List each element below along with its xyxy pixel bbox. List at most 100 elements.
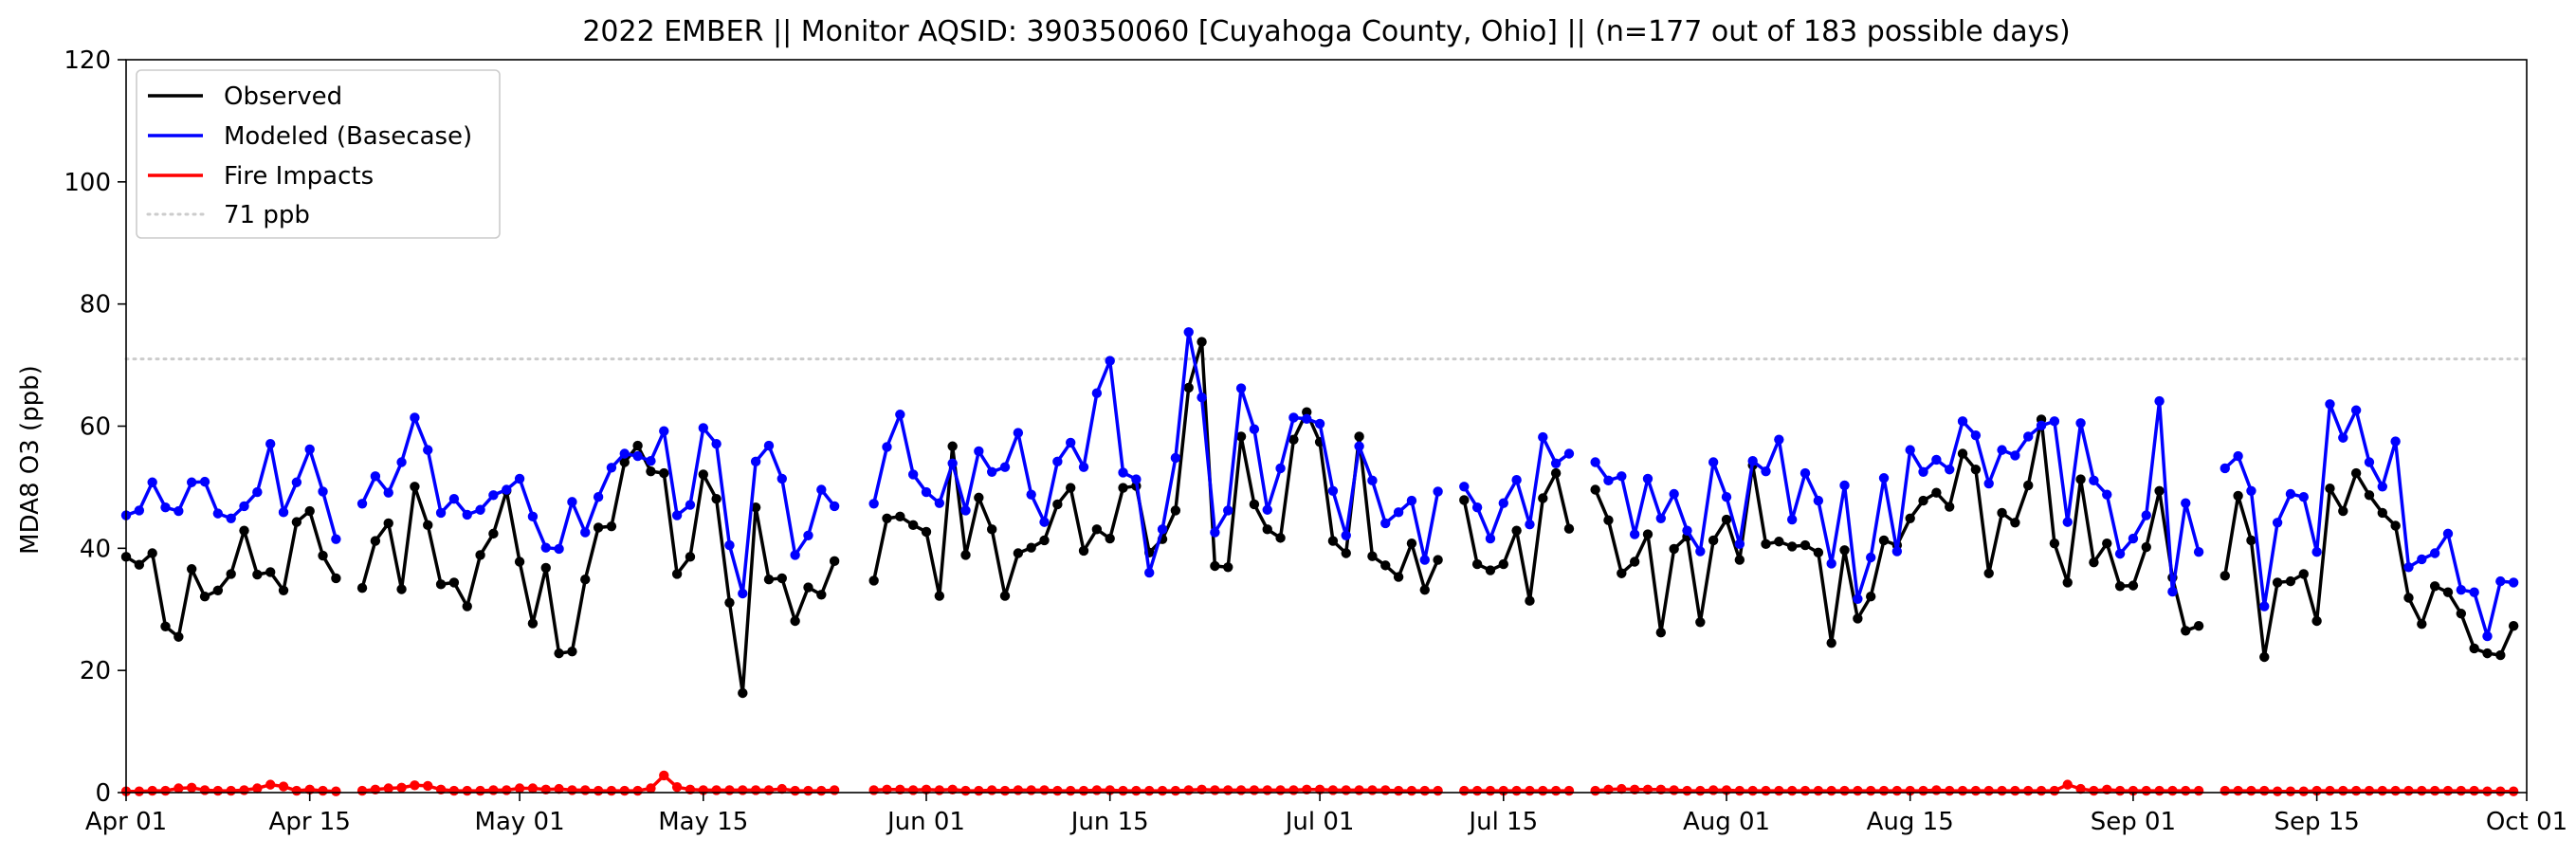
data-point-modeled-basecase (2469, 587, 2479, 597)
data-point-modeled-basecase (1617, 471, 1627, 482)
data-point-modeled-basecase (1118, 467, 1128, 478)
data-point-observed (1708, 535, 1719, 546)
data-point-observed (685, 552, 696, 562)
data-point-fire-impacts (803, 785, 813, 796)
data-point-observed (1563, 523, 1575, 534)
data-point-modeled-basecase (2325, 399, 2335, 410)
data-point-modeled-basecase (934, 498, 945, 508)
data-point-observed (1039, 535, 1050, 546)
series-line-observed (871, 339, 1440, 598)
data-point-observed (1800, 539, 1811, 551)
data-point-fire-impacts (226, 785, 236, 796)
data-point-modeled-basecase (1235, 383, 1247, 393)
data-point-modeled-basecase (2456, 584, 2467, 595)
data-point-observed (2114, 581, 2126, 592)
data-point-fire-impacts (1341, 785, 1351, 795)
data-point-observed (1026, 542, 1036, 553)
data-point-observed (829, 556, 840, 567)
x-axis: Apr 01 Apr 15 May 01 May 15 Jun 01 Jun 15 Jul … (85, 793, 2567, 836)
data-point-modeled-basecase (318, 486, 328, 497)
data-point-modeled-basecase (2272, 518, 2283, 528)
data-point-observed (738, 687, 748, 699)
data-point-observed (1170, 505, 1181, 516)
y-tick-label: 40 (80, 535, 111, 563)
data-point-modeled-basecase (1288, 412, 1299, 423)
data-point-fire-impacts (2154, 785, 2165, 796)
data-point-fire-impacts (1525, 785, 1535, 796)
data-point-modeled-basecase (1511, 474, 1522, 485)
data-point-fire-impacts (646, 783, 656, 794)
data-point-fire-impacts (1695, 785, 1706, 796)
data-point-observed (2482, 648, 2493, 659)
data-point-fire-impacts (724, 785, 735, 795)
data-point-modeled-basecase (711, 438, 722, 449)
data-point-modeled-basecase (1761, 466, 1771, 477)
data-point-modeled-basecase (199, 476, 210, 487)
data-point-observed (160, 621, 171, 631)
data-point-fire-impacts (790, 785, 800, 796)
data-point-fire-impacts (1485, 785, 1496, 796)
data-point-modeled-basecase (356, 499, 368, 509)
data-point-fire-impacts (2010, 785, 2020, 796)
data-point-fire-impacts (1747, 785, 1758, 796)
data-point-fire-impacts (1406, 785, 1417, 796)
data-point-observed (999, 591, 1011, 601)
data-point-modeled-basecase (1826, 558, 1836, 569)
data-point-modeled-basecase (1314, 418, 1325, 429)
data-point-observed (986, 524, 997, 535)
series-layer (120, 327, 2519, 796)
data-point-modeled-basecase (1970, 429, 1982, 441)
data-point-fire-impacts (2220, 785, 2230, 796)
data-point-modeled-basecase (1197, 392, 1207, 403)
series-observed (120, 337, 2519, 699)
data-point-modeled-basecase (1655, 513, 1667, 523)
data-point-observed (278, 585, 289, 595)
data-point-observed (1498, 558, 1508, 570)
data-point-fire-impacts (134, 786, 145, 796)
data-point-observed (2442, 587, 2454, 597)
data-point-fire-impacts (1774, 785, 1784, 796)
data-point-modeled-basecase (2089, 475, 2099, 486)
y-tick-label: 0 (95, 779, 111, 808)
data-point-modeled-basecase (540, 542, 551, 553)
data-point-fire-impacts (1066, 785, 1076, 796)
data-point-modeled-basecase (1734, 539, 1745, 550)
data-point-modeled-basecase (304, 444, 315, 455)
data-point-modeled-basecase (2298, 492, 2309, 502)
data-point-modeled-basecase (1997, 445, 2007, 455)
data-point-modeled-basecase (606, 463, 617, 473)
data-point-fire-impacts (1354, 785, 1364, 795)
series-line-modeled-basecase (124, 442, 338, 541)
data-point-observed (1459, 495, 1470, 505)
data-point-observed (1262, 524, 1272, 535)
data-point-observed (1786, 541, 1798, 552)
data-point-modeled-basecase (475, 504, 485, 515)
data-point-observed (671, 569, 683, 579)
data-point-fire-impacts (2469, 785, 2479, 796)
data-point-modeled-basecase (1105, 356, 1115, 366)
data-point-observed (174, 631, 184, 642)
data-point-observed (895, 511, 905, 522)
data-point-modeled-basecase (1721, 492, 1732, 502)
data-point-modeled-basecase (1406, 495, 1417, 506)
data-point-modeled-basecase (1013, 428, 1024, 438)
data-point-modeled-basecase (632, 450, 643, 462)
data-point-observed (1419, 584, 1430, 595)
data-point-observed (2390, 520, 2401, 531)
data-point-fire-impacts (1563, 785, 1575, 796)
x-tick-label: Aug 01 (1683, 808, 1770, 836)
data-point-modeled-basecase (2338, 432, 2348, 443)
data-point-modeled-basecase (685, 500, 696, 510)
data-point-fire-impacts (2023, 785, 2034, 796)
data-point-observed (1341, 548, 1351, 558)
data-point-observed (1118, 483, 1128, 493)
data-point-observed (199, 592, 210, 602)
data-point-modeled-basecase (1183, 327, 1194, 338)
data-point-modeled-basecase (2220, 463, 2230, 474)
data-point-observed (1826, 637, 1836, 648)
data-point-fire-impacts (1183, 785, 1194, 795)
data-point-fire-impacts (356, 785, 368, 796)
data-point-observed (659, 467, 669, 479)
data-point-modeled-basecase (2350, 405, 2362, 415)
